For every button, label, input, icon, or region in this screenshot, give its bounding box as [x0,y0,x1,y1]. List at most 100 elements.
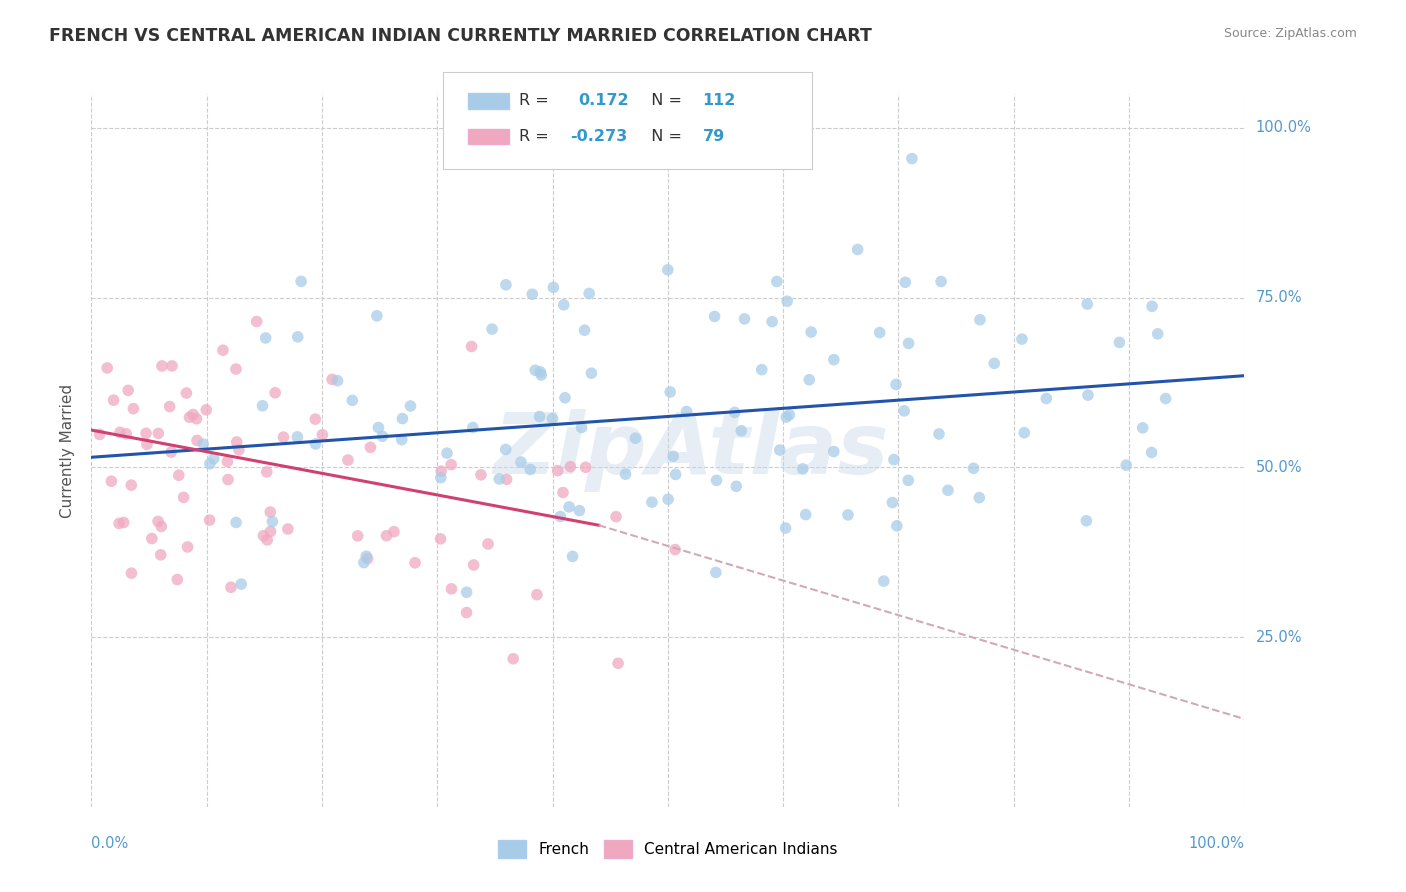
Point [524,363,547,377]
Point [704,566,727,580]
Point [108,425,131,440]
Text: R =: R = [519,94,560,108]
Point [481,322,503,336]
Point [259,505,281,519]
Point [775,410,797,425]
Point [225,435,247,450]
Point [371,429,394,443]
Point [166,573,188,587]
Point [160,445,183,459]
Point [823,352,845,367]
Point [561,549,583,564]
Point [657,263,679,277]
Text: 100.0%: 100.0% [1188,836,1244,851]
Point [502,652,524,666]
Point [1108,335,1130,350]
Point [969,312,991,326]
Point [495,277,517,292]
Point [195,402,218,417]
Point [108,516,131,531]
Point [231,577,253,591]
Point [730,424,752,438]
Point [624,431,647,445]
Point [983,356,1005,370]
Point [273,430,295,444]
Point [776,294,799,309]
Point [256,465,278,479]
Point [103,393,125,408]
Point [495,472,517,486]
Point [725,479,748,493]
Point [290,274,312,288]
FancyBboxPatch shape [468,93,509,109]
Point [897,474,920,488]
Point [558,500,581,514]
Point [160,359,183,373]
Point [181,408,204,422]
Point [936,483,959,498]
Point [541,411,564,425]
Point [212,343,235,358]
Point [665,467,688,482]
Point [550,509,572,524]
Point [96,360,118,375]
Point [495,442,517,457]
Point [1154,392,1177,406]
Point [929,275,952,289]
Point [873,574,896,588]
Legend: French, Central American Indians: French, Central American Indians [492,834,844,863]
Point [662,450,685,464]
Point [522,287,544,301]
Point [391,411,413,425]
Point [198,513,221,527]
Point [657,492,679,507]
Point [117,384,139,398]
Point [115,426,138,441]
Point [202,451,225,466]
Point [246,314,269,328]
Point [440,582,463,596]
Point [775,521,797,535]
Point [256,533,278,547]
Point [574,323,596,337]
Point [100,475,122,489]
Text: R =: R = [519,129,554,144]
Point [659,384,682,399]
Point [488,472,510,486]
Point [304,437,326,451]
Point [167,468,190,483]
Point [430,464,453,478]
Point [664,542,686,557]
Point [326,374,349,388]
Point [1076,297,1098,311]
Point [346,529,368,543]
Point [607,657,630,671]
Point [675,404,697,418]
Point [766,275,789,289]
Point [359,441,381,455]
Point [1011,332,1033,346]
Point [553,298,575,312]
Point [901,152,924,166]
FancyBboxPatch shape [443,72,813,169]
Point [225,516,247,530]
Point [1115,458,1137,472]
Point [1035,392,1057,406]
Point [529,365,551,379]
Point [252,529,274,543]
Point [173,491,195,505]
Point [430,470,453,484]
Point [135,437,157,451]
Text: 50.0%: 50.0% [1256,460,1302,475]
Point [529,409,551,424]
Point [1140,299,1163,313]
Point [176,386,198,401]
Text: 79: 79 [703,129,724,144]
Point [1076,514,1098,528]
Point [150,519,173,533]
Point [897,336,920,351]
Point [463,558,485,572]
Point [429,532,451,546]
Text: 0.172: 0.172 [578,94,628,108]
Text: N =: N = [641,94,688,108]
